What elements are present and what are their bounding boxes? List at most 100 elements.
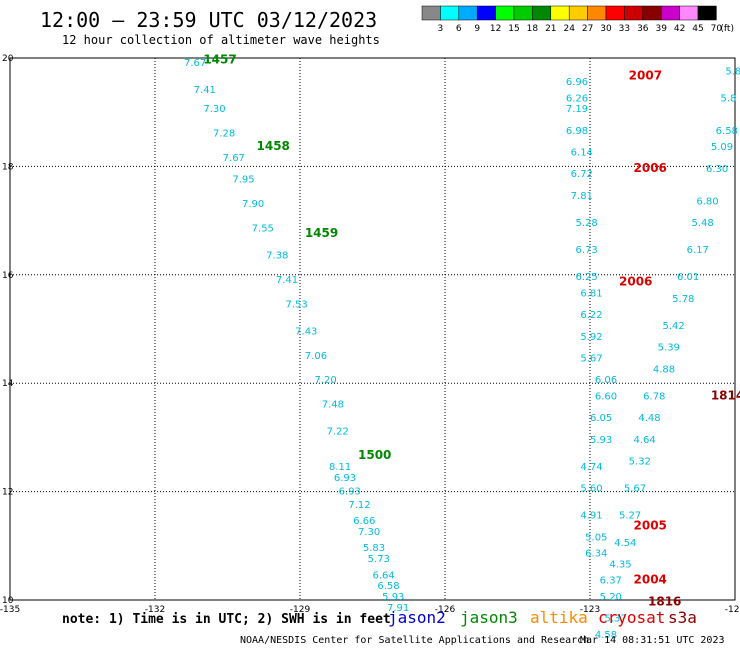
legend-cryosat: cryosat [598,608,666,627]
wave-height-label: 6.14 [571,148,593,159]
wave-height-label: 4.64 [634,435,656,446]
wave-height-label: 7.06 [305,351,327,362]
colorbar-label: 6 [456,24,462,34]
wave-height-label: 5.20 [600,592,622,603]
wave-height-label: 6.66 [353,516,375,527]
wave-height-label: 6.30 [706,164,728,175]
legend-s3a: s3a [668,608,697,627]
wave-height-label: 5.09 [711,142,733,153]
wave-height-label: 7.53 [286,299,308,310]
wave-height-label: 7.67 [223,153,245,164]
time-label: 1457 [203,52,236,66]
wave-height-label: 7.30 [203,104,225,115]
colorbar-swatch [568,5,588,21]
wave-height-label: 6.93 [334,473,356,484]
wave-height-label: 7.67 [184,58,206,69]
time-label: 1500 [358,448,391,462]
wave-height-label: 5.67 [580,354,602,365]
time-label: 1459 [305,226,338,240]
wave-height-label: 7.30 [358,527,380,538]
time-label: 1814 [711,388,740,402]
wave-height-label: 6.22 [580,310,602,321]
wave-height-label: 5.83 [363,543,385,554]
wave-height-label: 5.28 [576,218,598,229]
wave-height-label: 7.41 [194,85,216,96]
wave-height-label: 6.25 [576,272,598,283]
colorbar-label: 30 [600,24,612,34]
y-tick-label: 14 [2,379,14,389]
chart-title: 12:00 – 23:59 UTC 03/12/2023 [40,8,378,32]
wave-height-label: 5.73 [368,554,390,565]
legend-jason2: jason2 [388,608,446,627]
colorbar-label: 15 [508,24,519,34]
wave-height-label: 6.17 [687,245,709,256]
colorbar-label: 24 [563,24,575,34]
wave-height-label: 7.19 [566,104,588,115]
x-tick-label: -123 [580,605,600,615]
wave-height-label: 7.43 [295,326,317,337]
wave-height-label: 6.72 [571,169,593,180]
wave-height-label: 5.42 [663,321,685,332]
footer-credit: NOAA/NESDIS Center for Satellite Applica… [240,635,590,646]
colorbar-swatch [532,5,552,21]
wave-height-label: 5.39 [658,343,680,354]
wave-height-label: 7.91 [387,603,409,614]
wave-height-label: 6.80 [696,196,718,207]
wave-height-label: 6.58 [377,581,399,592]
colorbar-unit: (ft) [720,24,734,34]
colorbar-label: 12 [490,24,501,34]
wave-height-label: 6.78 [643,391,665,402]
wave-height-label: 4.35 [609,559,631,570]
wave-height-label: 7.28 [213,129,235,140]
wave-height-label: 5.8 [725,66,740,77]
wave-height-label: 7.22 [327,427,349,438]
footer-timestamp: Mar 14 08:31:51 UTC 2023 [580,635,725,646]
legend-jason3: jason3 [460,608,518,627]
wave-height-label: 7.20 [315,375,337,386]
wave-height-label: 5.8 [721,93,737,104]
wave-height-label: 6.05 [590,413,612,424]
wave-height-label: 6.34 [585,549,607,560]
wave-height-label: 7.41 [276,275,298,286]
x-tick-label: -132 [145,605,165,615]
time-label: 1816 [648,594,681,608]
wave-height-label: 7.38 [266,251,288,262]
x-tick-label: -135 [0,605,20,615]
wave-height-label: 4.74 [580,462,602,473]
wave-height-label: 6.58 [716,126,738,137]
wave-height-label: 8.11 [329,462,351,473]
wave-height-label: 4.58 [595,630,617,641]
colorbar-swatch [697,5,717,21]
y-tick-label: 10 [2,596,14,606]
wave-height-label: 4.88 [653,364,675,375]
colorbar-swatch [660,5,680,21]
y-tick-label: 18 [2,162,14,172]
colorbar-label: 36 [637,24,649,34]
y-tick-label: 20 [2,54,14,64]
time-label: 2006 [634,161,667,175]
footer-note: note: 1) Time is in UTC; 2) SWH is in fe… [62,612,391,627]
x-tick-label: -126 [435,605,456,615]
colorbar-label: 3 [438,24,444,34]
time-label: 2007 [629,69,662,83]
colorbar-swatch [440,5,460,21]
wave-height-label: 5.67 [624,484,646,495]
wave-height-label: 6.73 [576,245,598,256]
wave-height-label: 6.96 [566,77,588,88]
colorbar-swatch [679,5,699,21]
wave-height-label: 6.60 [595,391,617,402]
colorbar-swatch [605,5,625,21]
wave-height-label: 5.92 [580,332,602,343]
colorbar-swatch [476,5,496,21]
chart-subtitle: 12 hour collection of altimeter wave hei… [62,33,380,47]
colorbar-label: 18 [527,24,539,34]
colorbar-swatch [421,5,441,21]
y-tick-label: 12 [2,488,13,498]
wave-height-label: 6.93 [339,486,361,497]
colorbar-label: 21 [545,24,556,34]
wave-height-label: 7.12 [348,500,370,511]
wave-height-label: 5.93 [590,435,612,446]
wave-height-label: 4.54 [614,538,636,549]
wave-height-label: 5.93 [382,592,404,603]
